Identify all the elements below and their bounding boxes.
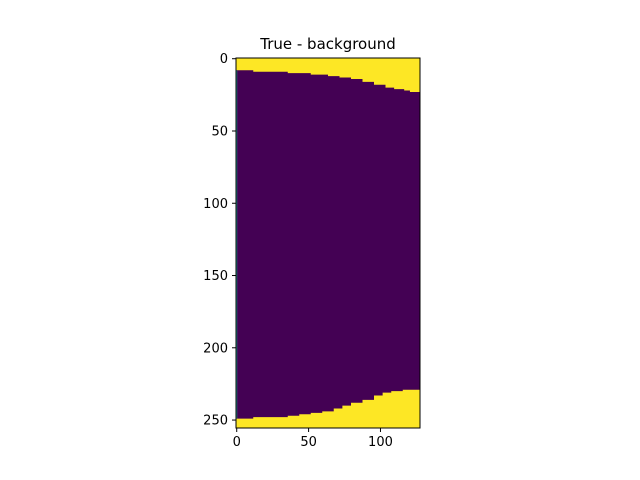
chart-title: True - background <box>259 35 396 53</box>
x-tick-label-0: 0 <box>233 435 241 450</box>
y-tick-label-100: 100 <box>203 197 228 212</box>
plot-area <box>235 57 421 429</box>
y-tick-label-150: 150 <box>203 269 228 284</box>
background-region <box>236 70 420 419</box>
y-tick-label-250: 250 <box>203 414 228 429</box>
axes-frame <box>235 57 421 429</box>
x-axis: 0 50 100 <box>233 428 393 450</box>
y-tick-label-200: 200 <box>203 341 228 356</box>
x-tick-label-100: 100 <box>368 435 393 450</box>
x-tick-label-50: 50 <box>300 435 317 450</box>
y-tick-label-50: 50 <box>211 124 228 139</box>
y-tick-label-0: 0 <box>220 52 228 67</box>
left-edge-column <box>236 70 238 419</box>
y-axis: 0 50 100 150 200 250 <box>203 52 236 429</box>
